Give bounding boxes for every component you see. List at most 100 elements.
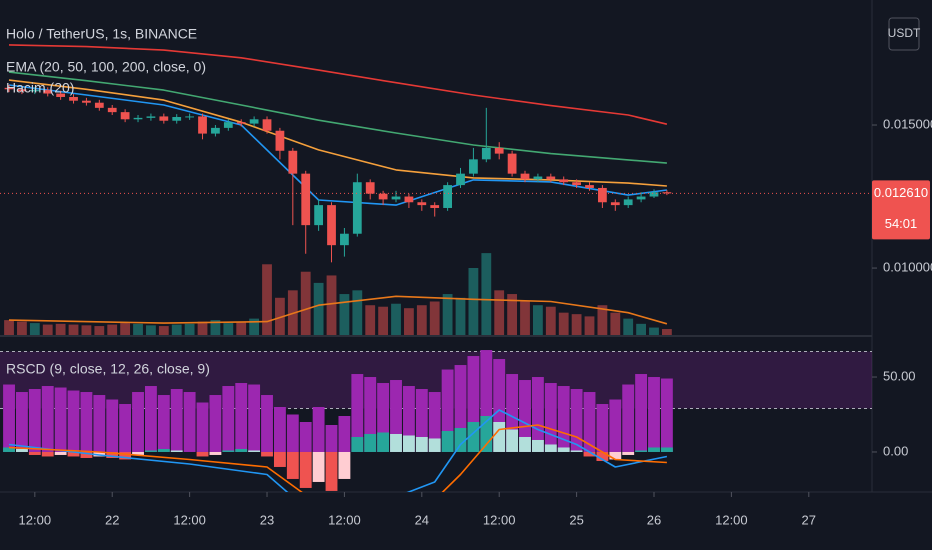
volume-bar bbox=[533, 305, 543, 335]
histogram-bar bbox=[506, 429, 519, 452]
oscillator-bar bbox=[351, 374, 364, 452]
volume-bar bbox=[55, 323, 66, 335]
oscillator-bar bbox=[648, 377, 660, 452]
oscillator-bar bbox=[493, 359, 506, 452]
histogram-bar bbox=[390, 433, 402, 452]
histogram-bar bbox=[635, 450, 648, 452]
oscillator-bar bbox=[273, 407, 286, 452]
volume-bar bbox=[455, 297, 466, 335]
candle-body bbox=[314, 205, 324, 226]
price-pane bbox=[0, 44, 872, 335]
volume-bar bbox=[507, 294, 518, 335]
candle-body bbox=[598, 187, 607, 203]
volume-bar bbox=[326, 275, 337, 335]
indicator-line bbox=[8, 409, 668, 492]
oscillator-bar bbox=[338, 415, 351, 452]
candle-body bbox=[198, 116, 207, 134]
candle-body bbox=[236, 122, 246, 124]
candle-body bbox=[352, 182, 362, 234]
x-tick-label: 12:00 bbox=[173, 512, 206, 527]
candle-body bbox=[120, 112, 130, 120]
candle-body bbox=[559, 179, 569, 183]
currency-box[interactable] bbox=[888, 17, 920, 51]
histogram-bar bbox=[660, 447, 673, 452]
currency[interactable]: USDT bbox=[888, 26, 921, 40]
candle-body bbox=[82, 100, 91, 103]
ema-line bbox=[8, 79, 667, 187]
volume-bar bbox=[623, 318, 634, 335]
histogram-bar bbox=[248, 450, 261, 452]
x-tick-label: 24 bbox=[415, 512, 429, 527]
ema-line bbox=[8, 71, 667, 164]
oscillator-bar bbox=[480, 350, 493, 452]
indicator-line bbox=[8, 424, 667, 492]
oscillator-bar bbox=[467, 356, 480, 452]
oscillator-bar bbox=[15, 392, 28, 452]
candle-body bbox=[469, 159, 478, 174]
oscillator-bar bbox=[454, 365, 467, 452]
volume-bar bbox=[133, 323, 143, 335]
candle-body bbox=[146, 116, 156, 118]
x-tick-label: 23 bbox=[260, 512, 274, 527]
volume-bar bbox=[184, 323, 195, 335]
candle-body bbox=[275, 130, 285, 151]
volume-bar bbox=[429, 301, 440, 335]
oscillator-bar bbox=[209, 395, 222, 452]
histogram-bar bbox=[273, 451, 286, 467]
histogram-bar bbox=[312, 451, 325, 482]
volume-bar bbox=[352, 290, 363, 335]
oscillator-bar bbox=[557, 386, 570, 452]
candle-body bbox=[520, 173, 530, 180]
oscillator-bar bbox=[402, 386, 415, 452]
oscillator-bar bbox=[41, 386, 54, 452]
last-price-label: 0.012610 bbox=[874, 185, 928, 200]
histogram-bar bbox=[41, 451, 54, 457]
volume-ma-line bbox=[8, 295, 668, 325]
histogram-bar bbox=[54, 451, 67, 455]
candle-body bbox=[456, 173, 465, 186]
histogram-bar bbox=[364, 433, 377, 452]
histogram-bar bbox=[493, 421, 506, 452]
candle-body bbox=[649, 192, 659, 197]
histogram-bar bbox=[325, 451, 338, 491]
histogram-bar bbox=[480, 415, 493, 452]
oscillator-bar bbox=[622, 384, 635, 452]
histogram-bar bbox=[67, 451, 80, 457]
volume-bar bbox=[120, 323, 131, 335]
histogram-bar bbox=[80, 451, 93, 458]
candle-body bbox=[404, 196, 414, 203]
x-tick-label: 27 bbox=[802, 512, 816, 527]
candle-body bbox=[610, 202, 620, 206]
volume-bar bbox=[636, 323, 647, 335]
oscillator-bar bbox=[377, 383, 390, 452]
histogram-bar bbox=[299, 451, 312, 488]
candle-body bbox=[443, 185, 452, 208]
candle-body bbox=[340, 233, 349, 246]
candle-body bbox=[43, 90, 53, 94]
oscillator-bar bbox=[635, 374, 648, 452]
histogram-bar bbox=[144, 450, 157, 452]
candle-body bbox=[107, 107, 117, 113]
oscillator-bar bbox=[222, 386, 235, 452]
volume-bar bbox=[171, 324, 182, 335]
oscillator-bar bbox=[157, 395, 170, 452]
volume-bar bbox=[68, 324, 79, 335]
volume-bar bbox=[236, 321, 247, 335]
candle-body bbox=[30, 90, 40, 92]
volume-bar bbox=[4, 320, 14, 335]
volume-bar bbox=[610, 312, 621, 335]
histogram-bar bbox=[209, 451, 222, 455]
oscillator-bar bbox=[570, 389, 583, 452]
candle-body bbox=[378, 193, 388, 200]
histogram-bar bbox=[3, 447, 15, 452]
candle-body bbox=[507, 153, 517, 174]
volume-bar bbox=[249, 318, 260, 335]
volume-bar bbox=[158, 326, 169, 335]
histogram-bar bbox=[402, 435, 415, 452]
volume-bar bbox=[197, 321, 208, 335]
volume-bar bbox=[29, 323, 40, 335]
oscillator-bar bbox=[596, 404, 609, 452]
candle-body bbox=[262, 119, 272, 131]
histogram-bar bbox=[377, 432, 390, 452]
